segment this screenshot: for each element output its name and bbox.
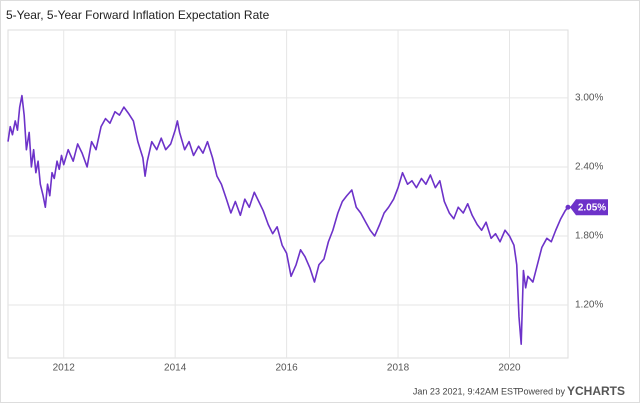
line-series: [7, 94, 569, 345]
y-tick-label: 1.80%: [575, 231, 603, 242]
footer: Jan 23 2021, 9:42AM EST.: [413, 386, 520, 396]
y-tick-label: 3.00%: [575, 93, 603, 104]
grid: 1.20% 1.80% 2.40% 3.00% 2012 2014 2016 2018 2020: [7, 29, 603, 374]
brand: YCHARTS: [567, 384, 625, 398]
x-tick-label: 2018: [387, 363, 410, 374]
x-tick-label: 2020: [498, 363, 521, 374]
last-value-dot: [565, 204, 571, 210]
brand-prefix: Powered by: [517, 386, 565, 396]
last-value-label: 2.05%: [578, 202, 606, 213]
last-value-badge: [570, 199, 608, 216]
plot-area: [7, 29, 569, 359]
y-tick-label: 2.40%: [575, 162, 603, 173]
x-tick-label: 2016: [275, 363, 298, 374]
x-tick-label: 2012: [53, 363, 76, 374]
y-tick-label: 1.20%: [575, 300, 603, 311]
x-tick-label: 2014: [164, 363, 187, 374]
marks: 2.05%: [7, 94, 608, 345]
chart-title: 5-Year, 5-Year Forward Inflation Expecta…: [6, 8, 270, 22]
